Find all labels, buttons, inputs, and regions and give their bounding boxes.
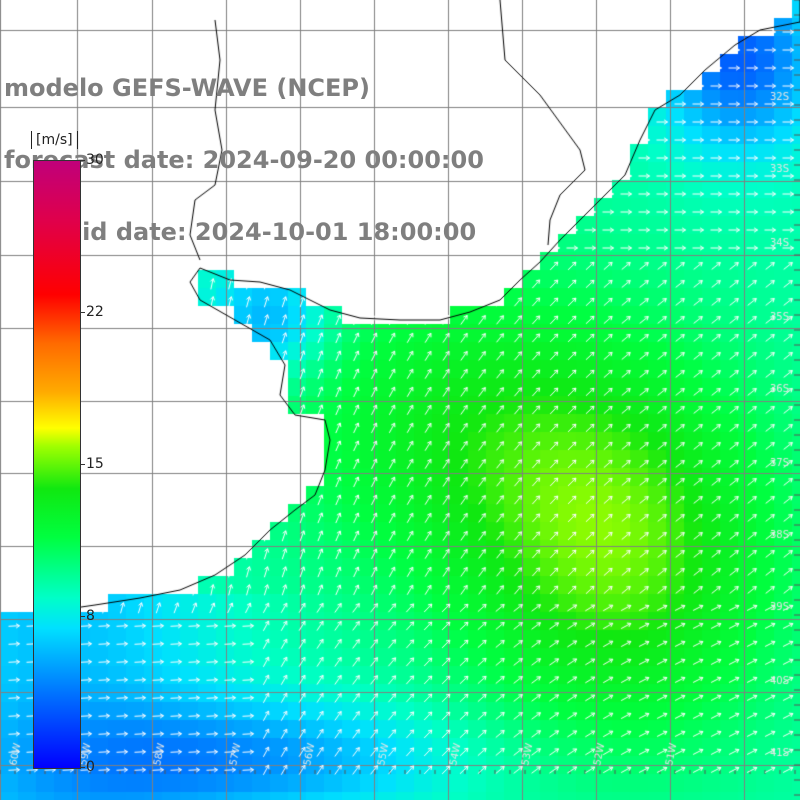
colorbar-unit: [m/s] (31, 131, 78, 149)
colorbar-tickmark (80, 767, 85, 768)
colorbar-tick-label: 22 (86, 304, 104, 320)
colorbar-tick-label: 30 (86, 152, 104, 168)
colorbar-tickmark (80, 464, 85, 465)
colorbar (33, 160, 81, 769)
colorbar-tick-label: 8 (86, 608, 95, 624)
colorbar-tick-label: 15 (86, 456, 104, 472)
colorbar-tick-label: 0 (86, 759, 95, 775)
colorbar-tickmark (80, 312, 85, 313)
title-model: modelo GEFS-WAVE (NCEP) (4, 74, 370, 102)
colorbar-tickmark (80, 160, 85, 161)
colorbar-tickmark (80, 616, 85, 617)
